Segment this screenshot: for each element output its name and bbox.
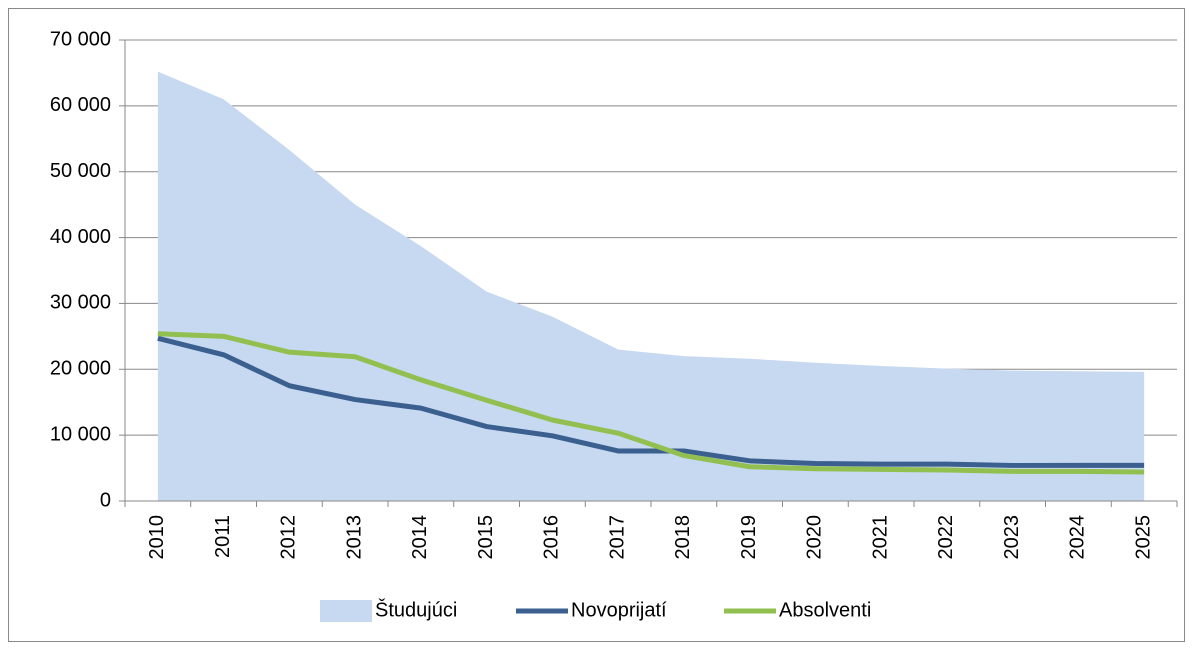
line — [157, 331, 1145, 475]
legend-label: Novoprijatí — [571, 599, 667, 621]
x-tick-label: 2012 — [278, 515, 300, 560]
x-tick-label: 2023 — [1001, 515, 1023, 560]
x-tick-label: 2014 — [409, 515, 431, 560]
x-tick-label: 2018 — [672, 515, 694, 560]
x-tick-label: 2019 — [738, 515, 760, 560]
x-tick-label: 2011 — [212, 515, 234, 558]
y-tick-label: 50 000 — [50, 160, 111, 182]
x-tick-label: 2017 — [606, 515, 628, 560]
x-tick-label: 2013 — [343, 515, 365, 560]
y-tick-label: 20 000 — [50, 358, 111, 380]
y-tick-label: 60 000 — [50, 94, 111, 116]
legend-label: Študujúci — [375, 598, 457, 621]
legend-swatch — [320, 600, 372, 622]
x-tick-label: 2024 — [1067, 515, 1089, 560]
y-tick-label: 30 000 — [50, 292, 111, 314]
x-tick-label: 2021 — [869, 515, 891, 560]
line — [157, 335, 1145, 468]
legend-label: Absolventi — [779, 599, 871, 621]
x-tick-label: 2016 — [541, 515, 563, 560]
y-tick-label: 70 000 — [50, 28, 111, 50]
x-tick-label: 2015 — [475, 515, 497, 560]
y-tick-label: 10 000 — [50, 423, 111, 445]
y-tick-label: 0 — [100, 489, 111, 511]
area — [157, 71, 1145, 502]
x-tick-label: 2010 — [146, 515, 168, 560]
x-tick-label: 2020 — [804, 515, 826, 560]
x-tick-label: 2025 — [1132, 515, 1154, 560]
x-tick-label: 2022 — [935, 515, 957, 560]
y-tick-label: 40 000 — [50, 226, 111, 248]
